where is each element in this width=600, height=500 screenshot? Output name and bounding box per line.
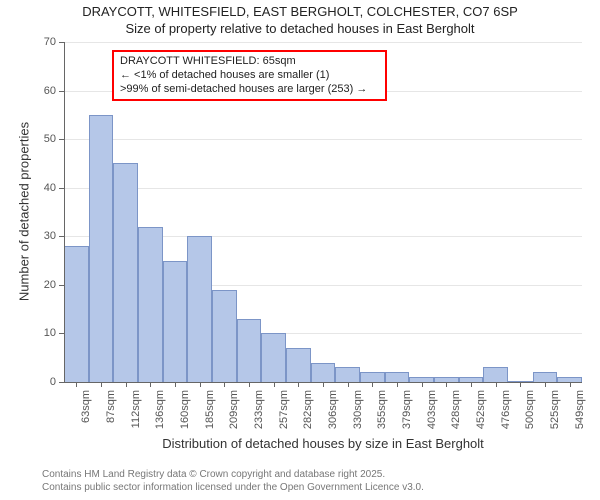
chart-root: { "title_line1": "DRAYCOTT, WHITESFIELD,… <box>0 0 600 500</box>
y-axis-line <box>64 42 65 382</box>
chart-title-line1: DRAYCOTT, WHITESFIELD, EAST BERGHOLT, CO… <box>0 4 600 21</box>
x-tick-label: 525sqm <box>549 390 561 430</box>
x-tick <box>372 382 373 387</box>
footer-line1: Contains HM Land Registry data © Crown c… <box>42 468 424 481</box>
histogram-bar <box>483 367 508 382</box>
x-tick-label: 379sqm <box>401 390 413 430</box>
x-tick <box>126 382 127 387</box>
x-axis-title: Distribution of detached houses by size … <box>64 436 582 451</box>
annotation-line1: DRAYCOTT WHITESFIELD: 65sqm <box>120 55 379 69</box>
y-tick-label: 20 <box>34 279 56 291</box>
histogram-bar <box>187 236 212 382</box>
histogram-bar <box>64 246 89 382</box>
histogram-bar <box>261 333 286 382</box>
y-tick <box>59 236 64 237</box>
histogram-bar <box>311 363 336 382</box>
x-tick-label: 500sqm <box>524 390 536 430</box>
footer-line2: Contains public sector information licen… <box>42 481 424 494</box>
x-tick-label: 476sqm <box>500 390 512 430</box>
histogram-bar <box>360 372 385 382</box>
x-tick-label: 549sqm <box>574 390 586 430</box>
x-tick <box>545 382 546 387</box>
histogram-bar <box>533 372 558 382</box>
y-tick <box>59 188 64 189</box>
x-tick-label: 306sqm <box>327 390 339 430</box>
y-axis-title: Number of detached properties <box>17 102 32 322</box>
histogram-bar <box>335 367 360 382</box>
x-tick-label: 209sqm <box>228 390 240 430</box>
x-tick <box>397 382 398 387</box>
x-tick <box>323 382 324 387</box>
histogram-bar <box>286 348 311 382</box>
x-tick-label: 257sqm <box>278 390 290 430</box>
y-tick <box>59 139 64 140</box>
y-tick <box>59 91 64 92</box>
x-tick-label: 87sqm <box>105 390 117 430</box>
y-tick <box>59 382 64 383</box>
x-tick <box>200 382 201 387</box>
histogram-bar <box>385 372 410 382</box>
x-tick <box>274 382 275 387</box>
x-tick <box>422 382 423 387</box>
gridline <box>64 139 582 140</box>
x-tick <box>175 382 176 387</box>
gridline <box>64 188 582 189</box>
x-tick-label: 136sqm <box>154 390 166 430</box>
histogram-bar <box>113 163 138 382</box>
y-tick-label: 70 <box>34 36 56 48</box>
histogram-bar <box>163 261 188 382</box>
x-tick <box>224 382 225 387</box>
y-tick-label: 60 <box>34 85 56 97</box>
histogram-bar <box>89 115 114 382</box>
histogram-bar <box>237 319 262 382</box>
x-tick-label: 112sqm <box>130 390 142 430</box>
y-tick-label: 30 <box>34 230 56 242</box>
x-tick <box>496 382 497 387</box>
chart-title-block: DRAYCOTT, WHITESFIELD, EAST BERGHOLT, CO… <box>0 4 600 38</box>
x-tick-label: 403sqm <box>426 390 438 430</box>
histogram-bar <box>212 290 237 382</box>
annotation-line3: >99% of semi-detached houses are larger … <box>120 83 379 97</box>
x-tick-label: 428sqm <box>450 390 462 430</box>
y-tick-label: 40 <box>34 182 56 194</box>
x-tick-label: 282sqm <box>302 390 314 430</box>
x-tick-label: 355sqm <box>376 390 388 430</box>
chart-title-line2: Size of property relative to detached ho… <box>0 21 600 38</box>
x-tick <box>446 382 447 387</box>
x-tick <box>520 382 521 387</box>
x-tick <box>298 382 299 387</box>
x-tick-label: 330sqm <box>352 390 364 430</box>
x-tick <box>76 382 77 387</box>
x-tick-label: 63sqm <box>80 390 92 430</box>
annotation-line2: ← <1% of detached houses are smaller (1) <box>120 69 379 83</box>
x-tick <box>249 382 250 387</box>
x-tick-label: 185sqm <box>204 390 216 430</box>
y-tick <box>59 333 64 334</box>
footer-text: Contains HM Land Registry data © Crown c… <box>42 468 424 494</box>
x-tick <box>101 382 102 387</box>
y-tick <box>59 42 64 43</box>
gridline <box>64 42 582 43</box>
x-tick-label: 233sqm <box>253 390 265 430</box>
histogram-bar <box>138 227 163 382</box>
y-tick-label: 10 <box>34 327 56 339</box>
x-tick <box>570 382 571 387</box>
annotation-box: DRAYCOTT WHITESFIELD: 65sqm ← <1% of det… <box>112 50 387 101</box>
x-tick <box>150 382 151 387</box>
x-tick <box>471 382 472 387</box>
x-tick-label: 452sqm <box>475 390 487 430</box>
y-tick-label: 50 <box>34 133 56 145</box>
x-tick <box>348 382 349 387</box>
x-tick-label: 160sqm <box>179 390 191 430</box>
y-tick-label: 0 <box>34 376 56 388</box>
y-tick <box>59 285 64 286</box>
